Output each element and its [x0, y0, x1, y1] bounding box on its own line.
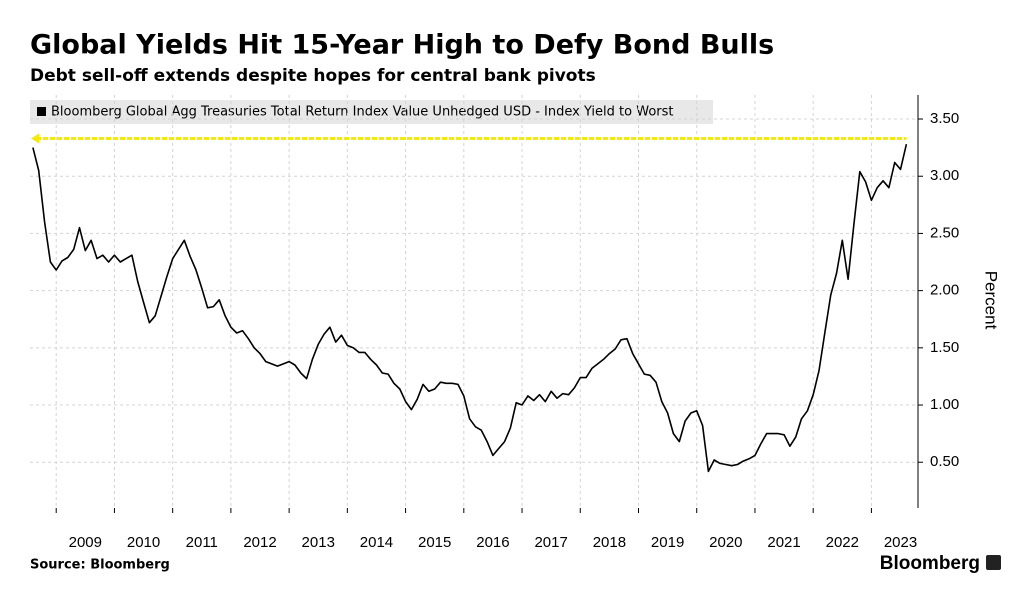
y-tick-label: 1.00: [930, 396, 959, 413]
reference-arrow: [31, 133, 39, 144]
source: Source: Bloomberg: [30, 558, 170, 573]
y-tick-label: 2.50: [930, 224, 959, 241]
y-tick-label: 3.50: [930, 110, 959, 127]
x-tick-label: 2014: [360, 534, 393, 551]
x-tick-label: 2016: [476, 534, 509, 551]
x-tick-label: 2017: [534, 534, 567, 551]
x-tick-label: 2020: [709, 534, 742, 551]
series-line: [32, 144, 908, 473]
y-tick-label: 3.00: [930, 167, 959, 184]
x-tick-label: 2010: [127, 534, 160, 551]
x-tick-label: 2011: [186, 534, 218, 551]
x-tick-label: 2022: [826, 534, 859, 551]
brand-icon: [986, 555, 1001, 570]
legend-box: [30, 100, 713, 124]
x-tick-label: 2015: [418, 534, 451, 551]
x-tick-label: 2018: [593, 534, 626, 551]
chart-title: Global Yields Hit 15-Year High to Defy B…: [30, 30, 774, 61]
x-tick-label: 2021: [767, 534, 800, 551]
legend-label: Bloomberg Global Agg Treasuries Total Re…: [51, 105, 673, 120]
legend-swatch: [37, 107, 46, 116]
y-tick-label: 0.50: [930, 453, 959, 470]
y-axis-label: Percent: [982, 271, 1001, 330]
x-tick-label: 2019: [651, 534, 684, 551]
y-tick-label: 1.50: [930, 339, 959, 356]
x-tick-label: 2023: [884, 534, 917, 551]
chart-subtitle: Debt sell-off extends despite hopes for …: [30, 66, 596, 86]
brand: Bloomberg: [880, 553, 980, 574]
y-tick-label: 2.00: [930, 282, 959, 299]
x-tick-label: 2009: [69, 534, 102, 551]
x-tick-label: 2012: [243, 534, 276, 551]
x-tick-label: 2013: [302, 534, 335, 551]
